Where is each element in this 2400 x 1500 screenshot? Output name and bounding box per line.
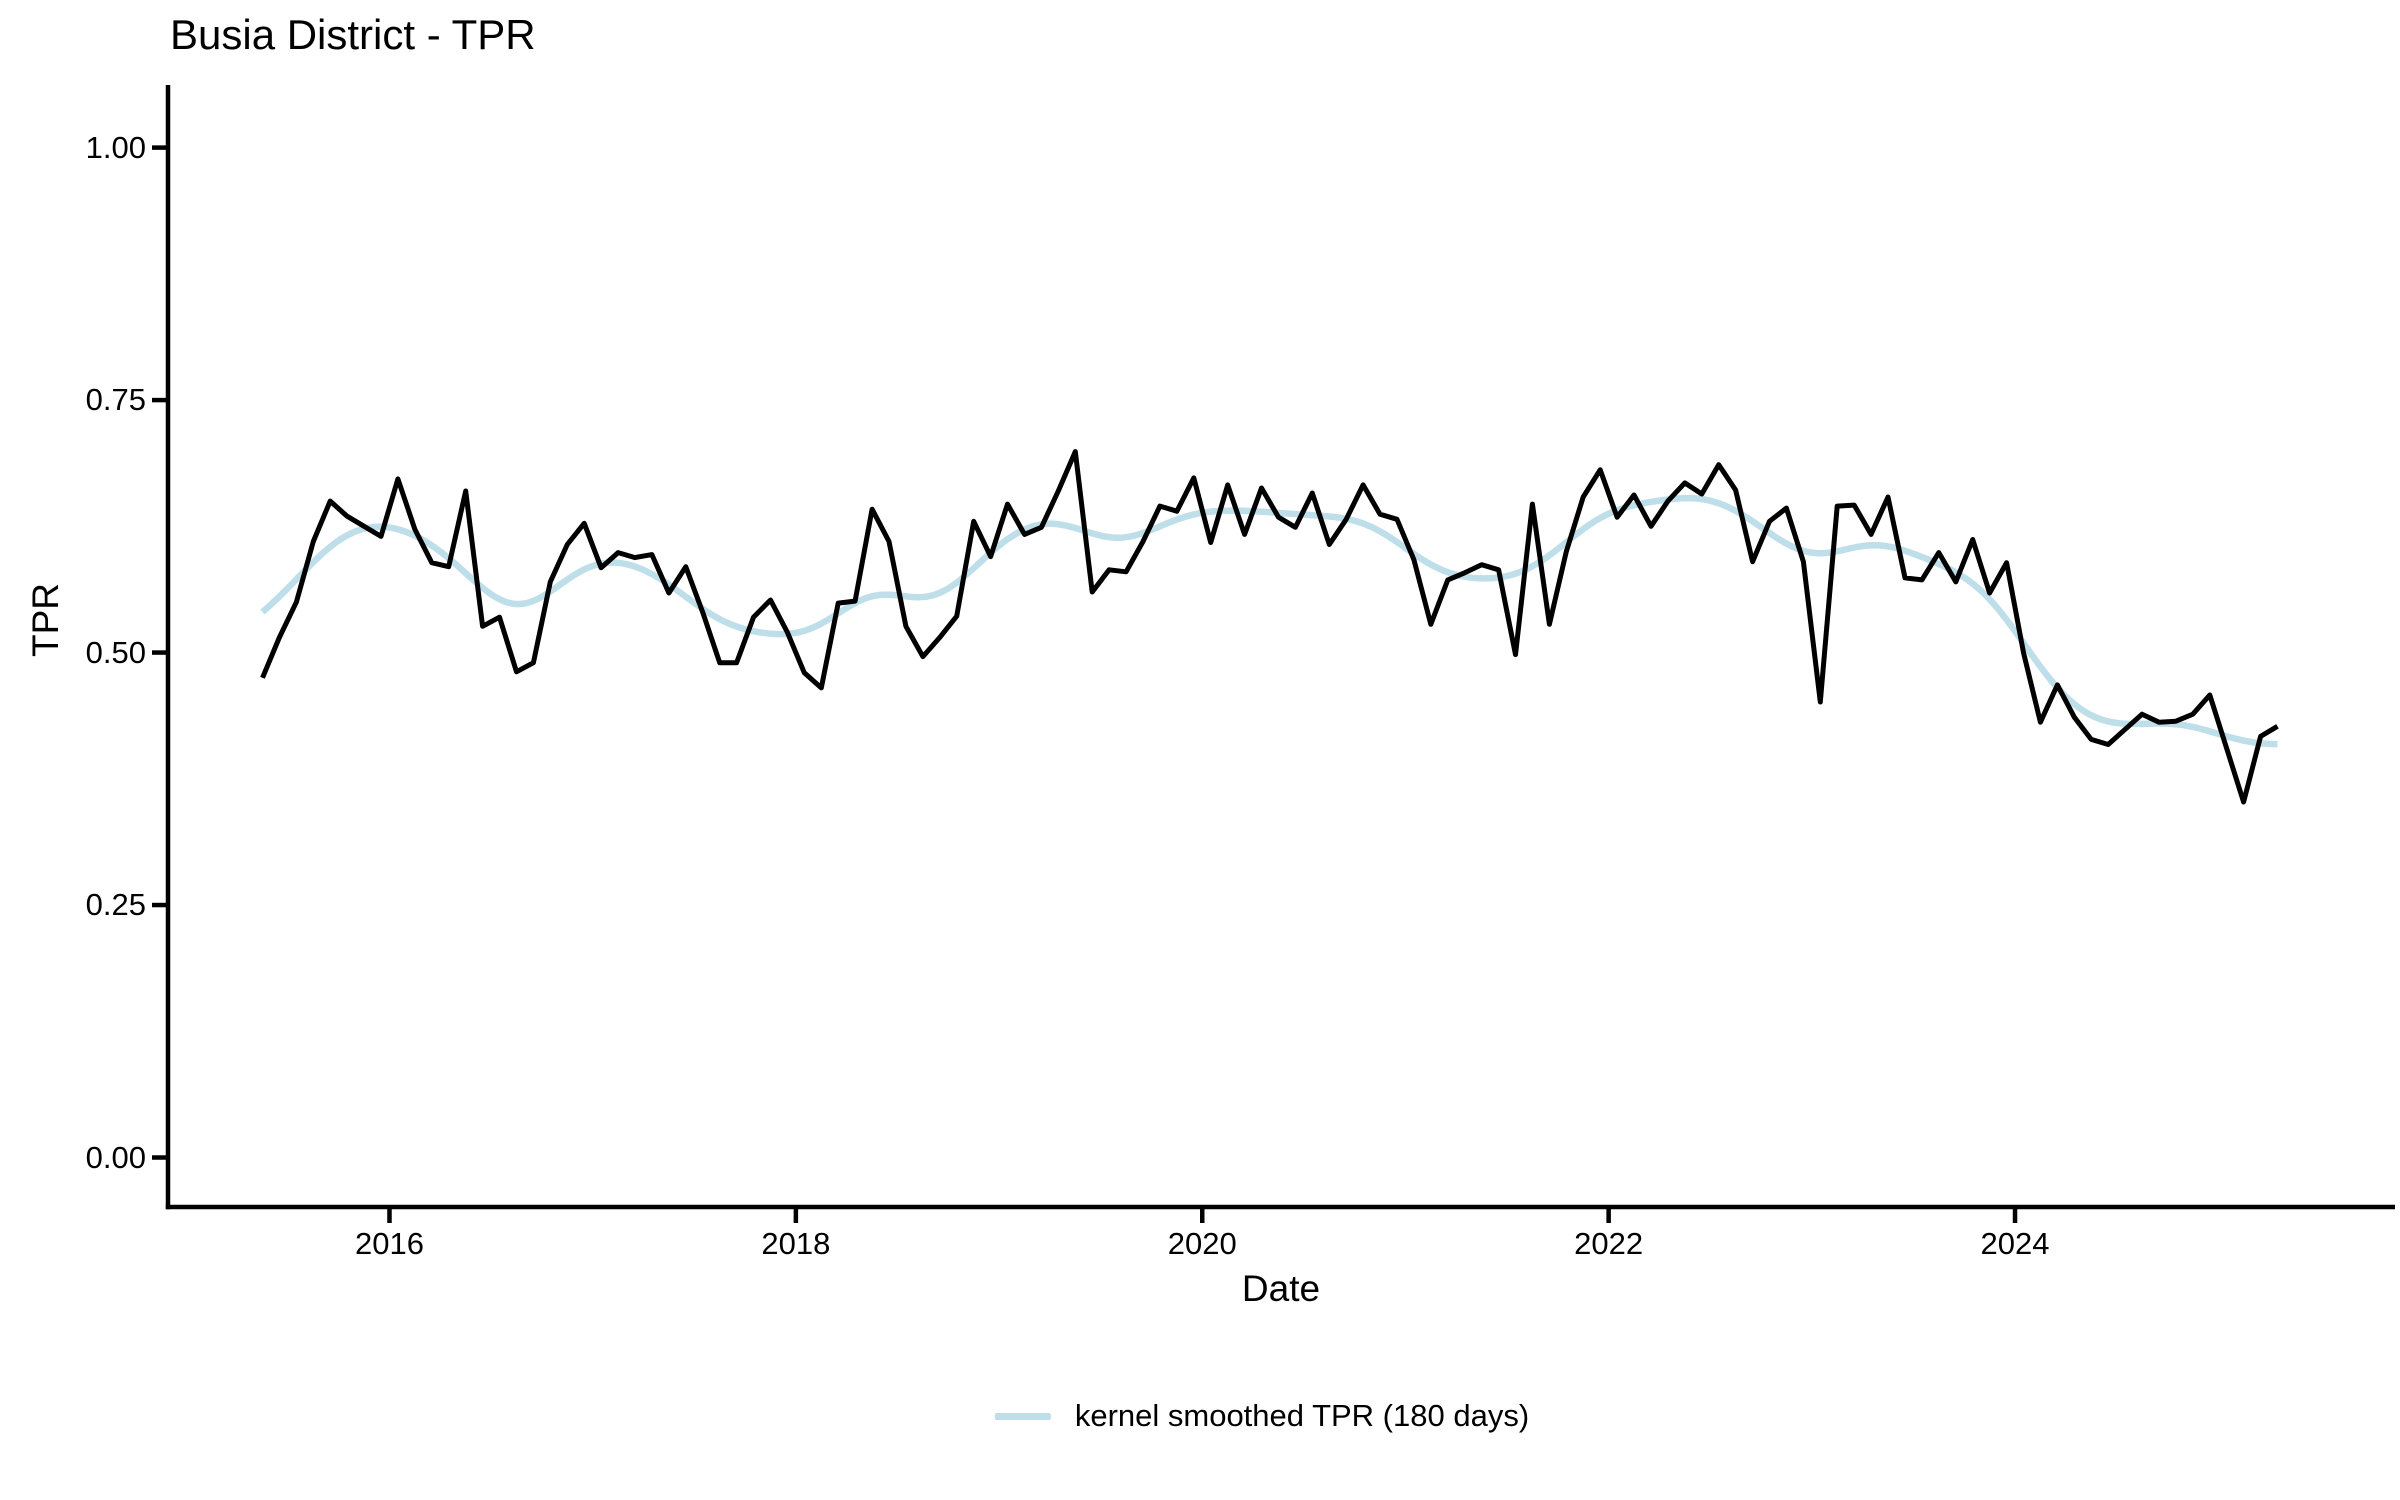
y-tick-label: 0.50 bbox=[85, 634, 146, 670]
tpr-line bbox=[260, 449, 2279, 805]
x-axis-title: Date bbox=[1241, 1268, 1321, 1309]
x-tick-label: 2018 bbox=[761, 1226, 831, 1261]
y-tick-label: 0.75 bbox=[85, 382, 146, 418]
x-tick-label: 2016 bbox=[354, 1226, 424, 1261]
kernel-smoothed-line bbox=[260, 494, 2278, 748]
legend-label: kernel smoothed TPR (180 days) bbox=[1074, 1398, 1530, 1433]
y-tick-label: 0.25 bbox=[85, 887, 146, 923]
x-tick-label: 2022 bbox=[1574, 1226, 1644, 1261]
legend-line-swatch bbox=[994, 1412, 1051, 1420]
y-tick-label: 0.00 bbox=[85, 1139, 146, 1175]
chart-title: Busia District - TPR bbox=[170, 11, 536, 58]
legend: kernel smoothed TPR (180 days) bbox=[994, 1398, 1530, 1434]
x-tick-label: 2020 bbox=[1167, 1226, 1237, 1261]
x-tick-label: 2024 bbox=[1980, 1226, 2050, 1261]
y-tick-label: 1.00 bbox=[85, 129, 146, 165]
